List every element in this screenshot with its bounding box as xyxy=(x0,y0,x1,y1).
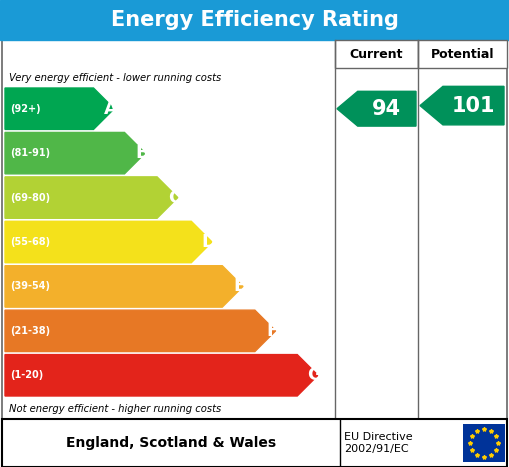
Text: England, Scotland & Wales: England, Scotland & Wales xyxy=(66,436,276,450)
Text: Potential: Potential xyxy=(431,48,494,61)
Text: D: D xyxy=(202,233,216,251)
Polygon shape xyxy=(5,266,243,307)
Text: Not energy efficient - higher running costs: Not energy efficient - higher running co… xyxy=(9,404,221,414)
Text: (92+): (92+) xyxy=(10,104,41,113)
Text: (21-38): (21-38) xyxy=(10,326,50,336)
Text: Very energy efficient - lower running costs: Very energy efficient - lower running co… xyxy=(9,73,221,83)
Polygon shape xyxy=(420,86,504,125)
Bar xyxy=(463,424,505,462)
Text: (39-54): (39-54) xyxy=(10,282,50,291)
Bar xyxy=(0,0,509,40)
Polygon shape xyxy=(5,310,275,352)
Polygon shape xyxy=(5,177,178,218)
Text: 101: 101 xyxy=(451,96,495,116)
Text: A: A xyxy=(104,100,118,118)
Text: (81-91): (81-91) xyxy=(10,148,50,158)
Text: E: E xyxy=(234,277,246,296)
Bar xyxy=(2,40,507,419)
Text: F: F xyxy=(266,322,278,340)
Polygon shape xyxy=(5,88,114,129)
Text: C: C xyxy=(168,189,181,206)
Polygon shape xyxy=(5,221,212,263)
Polygon shape xyxy=(337,92,416,126)
Bar xyxy=(2,419,507,467)
Polygon shape xyxy=(5,133,145,174)
Text: (69-80): (69-80) xyxy=(10,192,50,203)
Text: B: B xyxy=(135,144,149,162)
Text: (55-68): (55-68) xyxy=(10,237,50,247)
Text: Current: Current xyxy=(350,48,403,61)
Text: EU Directive
2002/91/EC: EU Directive 2002/91/EC xyxy=(344,432,413,454)
Bar xyxy=(335,40,418,68)
Text: (1-20): (1-20) xyxy=(10,370,43,380)
Bar xyxy=(418,40,507,68)
Polygon shape xyxy=(5,354,318,396)
Text: G: G xyxy=(307,366,322,384)
Text: 94: 94 xyxy=(372,99,402,119)
Text: Energy Efficiency Rating: Energy Efficiency Rating xyxy=(110,10,399,30)
